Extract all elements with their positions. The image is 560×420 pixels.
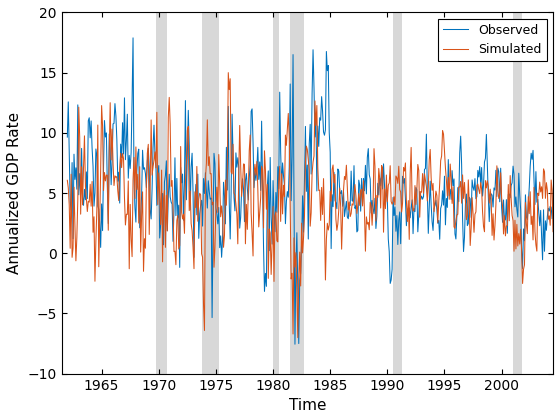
Observed: [416, 189, 423, 194]
Simulated: [80, 165, 87, 170]
Bar: [393, 13, 402, 374]
Line: Observed: Observed: [67, 38, 558, 344]
Observed: [232, 208, 239, 213]
Bar: [202, 13, 219, 374]
Bar: [513, 13, 521, 374]
Simulated: [225, 70, 232, 75]
Bar: [50, 13, 59, 374]
Simulated: [335, 207, 342, 213]
Bar: [156, 13, 167, 374]
Y-axis label: Annualized GDP Rate: Annualized GDP Rate: [7, 112, 22, 274]
Bar: [290, 13, 305, 374]
Line: Simulated: Simulated: [67, 73, 558, 338]
Observed: [80, 203, 87, 208]
Simulated: [121, 195, 128, 200]
Simulated: [295, 335, 301, 340]
Simulated: [232, 193, 239, 198]
Observed: [335, 168, 342, 173]
Observed: [298, 240, 305, 245]
Observed: [121, 95, 128, 100]
Simulated: [298, 220, 305, 226]
Legend: Observed, Simulated: Observed, Simulated: [438, 19, 547, 61]
Observed: [130, 35, 137, 40]
Simulated: [416, 215, 423, 220]
Simulated: [64, 178, 71, 183]
Observed: [292, 342, 298, 347]
X-axis label: Time: Time: [288, 398, 326, 413]
Simulated: [554, 217, 560, 222]
Bar: [273, 13, 279, 374]
Observed: [64, 134, 71, 139]
Observed: [554, 182, 560, 187]
